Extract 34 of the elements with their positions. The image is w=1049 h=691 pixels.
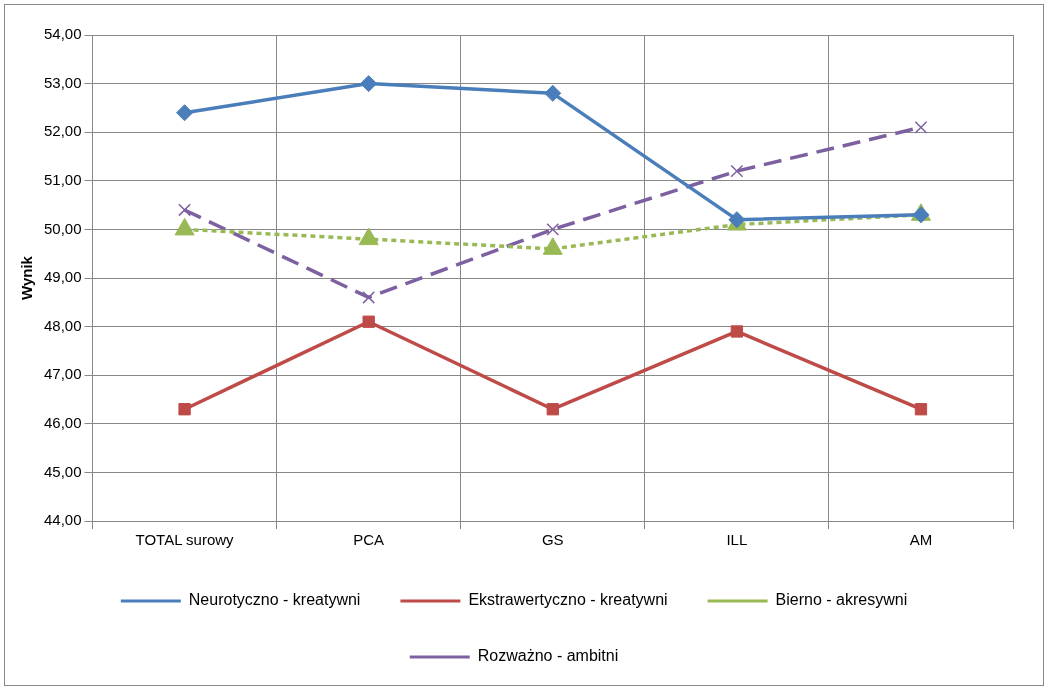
point <box>362 291 376 304</box>
y-tick-label: 51,00 <box>43 170 82 188</box>
y-axis-title: Wynik <box>18 255 36 300</box>
y-tick-label: 49,00 <box>43 268 82 286</box>
legend-label: Ekstrawertyczno - kreatywni <box>468 591 668 609</box>
point <box>546 403 559 416</box>
y-tick-label: 44,00 <box>43 511 82 529</box>
y-tick-label: 47,00 <box>43 365 82 383</box>
x-tick-label: AM <box>909 531 933 549</box>
x-tick-label: ILL <box>726 531 748 549</box>
point <box>360 75 378 93</box>
x-tick-label: GS <box>541 531 564 549</box>
point <box>178 203 191 217</box>
y-tick-label: 52,00 <box>43 122 82 140</box>
legend-label: Rozważno - ambitni <box>477 647 619 665</box>
point <box>544 84 562 102</box>
y-tick-label: 45,00 <box>43 462 82 480</box>
point <box>914 120 928 134</box>
point <box>546 222 560 236</box>
point <box>362 315 375 328</box>
y-tick-label: 53,00 <box>43 73 82 91</box>
y-tick-label: 54,00 <box>43 25 82 43</box>
point <box>730 164 744 178</box>
legend-label: Neurotyczno - kreatywni <box>188 591 361 609</box>
y-tick-label: 48,00 <box>43 316 82 334</box>
point <box>730 325 744 338</box>
point <box>178 403 191 416</box>
legend-label: Bierno - akresywni <box>775 591 908 609</box>
x-tick-label: PCA <box>353 531 385 549</box>
y-tick-label: 46,00 <box>43 413 82 431</box>
x-tick-label: TOTAL surowy <box>135 531 235 549</box>
point <box>176 104 194 122</box>
y-tick-label: 50,00 <box>43 219 82 237</box>
point <box>914 403 928 416</box>
